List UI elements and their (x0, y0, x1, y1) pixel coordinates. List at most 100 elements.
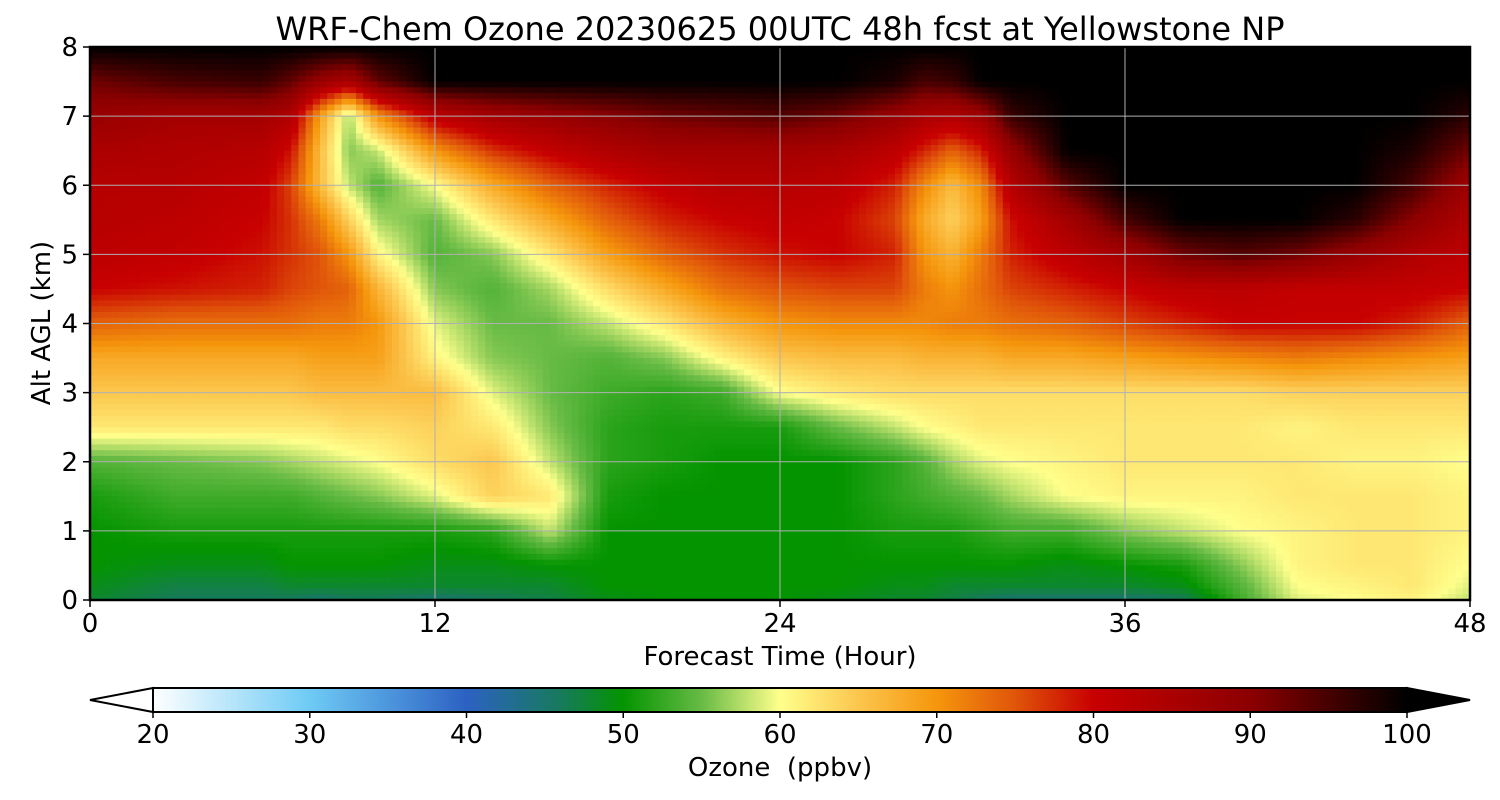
heatmap-cell (1189, 116, 1198, 123)
heatmap-cell (1096, 191, 1105, 198)
heatmap-cell (1434, 162, 1442, 169)
heatmap-cell (657, 179, 666, 186)
heatmap-cell (255, 93, 264, 100)
heatmap-cell (399, 47, 407, 54)
heatmap-cell (1146, 127, 1155, 135)
heatmap-cell (844, 167, 853, 175)
heatmap-cell (780, 139, 788, 146)
heatmap-cell (636, 179, 645, 186)
heatmap-cell (1045, 150, 1054, 158)
heatmap-cell (959, 58, 968, 65)
heatmap-cell (1168, 116, 1176, 123)
heatmap-cell (499, 127, 508, 135)
heatmap-cell (1010, 87, 1018, 94)
heatmap-cell (787, 116, 795, 123)
heatmap-cell (851, 70, 860, 77)
heatmap-cell (1160, 185, 1169, 192)
heatmap-cell (736, 144, 745, 152)
heatmap-cell (269, 64, 278, 71)
heatmap-cell (140, 156, 149, 163)
heatmap-cell (1031, 116, 1040, 123)
heatmap-cell (851, 167, 860, 175)
heatmap-cell (399, 191, 407, 198)
heatmap-cell (176, 52, 185, 60)
heatmap-cell (665, 52, 673, 60)
heatmap-cell (1347, 144, 1356, 152)
heatmap-cell (420, 58, 429, 65)
heatmap-cell (1074, 191, 1083, 198)
heatmap-cell (499, 52, 508, 60)
heatmap-cell (1081, 139, 1090, 146)
heatmap-cell (952, 64, 961, 71)
heatmap-cell (1283, 110, 1291, 117)
heatmap-cell (1283, 98, 1291, 106)
heatmap-cell (686, 52, 695, 60)
heatmap-cell (693, 52, 702, 60)
heatmap-cell (930, 162, 939, 169)
heatmap-cell (528, 87, 537, 94)
heatmap-cell (1441, 156, 1450, 163)
heatmap-cell (902, 133, 910, 140)
heatmap-cell (312, 191, 321, 198)
heatmap-cell (909, 150, 918, 158)
heatmap-cell (571, 64, 580, 71)
heatmap-cell (341, 133, 350, 140)
heatmap-cell (312, 150, 321, 158)
heatmap-cell (456, 191, 465, 198)
heatmap-cell (995, 116, 1004, 123)
heatmap-cell (1031, 179, 1040, 186)
heatmap-cell (528, 185, 537, 192)
heatmap-cell (176, 191, 185, 198)
heatmap-cell (1089, 116, 1097, 123)
heatmap-cell (427, 52, 436, 60)
heatmap-cell (765, 81, 774, 88)
heatmap-cell (621, 116, 630, 123)
heatmap-cell (1398, 144, 1406, 152)
heatmap-cell (104, 185, 113, 192)
heatmap-cell (1074, 98, 1083, 106)
heatmap-cell (1081, 47, 1090, 54)
heatmap-cell (729, 116, 738, 123)
heatmap-cell (722, 191, 731, 198)
heatmap-cell (1419, 191, 1428, 198)
heatmap-cell (751, 98, 760, 106)
heatmap-cell (262, 167, 271, 175)
heatmap-cell (542, 133, 551, 140)
heatmap-cell (1398, 156, 1406, 163)
heatmap-cell (1160, 104, 1169, 111)
heatmap-cell (514, 121, 522, 129)
heatmap-cell (90, 110, 98, 117)
heatmap-cell (722, 58, 731, 65)
heatmap-cell (1089, 93, 1097, 100)
heatmap-cell (1139, 104, 1148, 111)
heatmap-cell (305, 87, 314, 94)
heatmap-cell (866, 87, 875, 94)
heatmap-cell (930, 70, 939, 77)
heatmap-cell (1297, 87, 1306, 94)
heatmap-cell (305, 81, 314, 88)
heatmap-cell (413, 150, 422, 158)
heatmap-cell (348, 98, 357, 106)
heatmap-cell (686, 139, 695, 146)
heatmap-cell (744, 81, 752, 88)
heatmap-cell (1390, 52, 1399, 60)
heatmap-cell (1168, 185, 1176, 192)
heatmap-cell (269, 87, 278, 94)
heatmap-cell (1038, 47, 1047, 54)
heatmap-cell (916, 93, 925, 100)
heatmap-cell (305, 58, 314, 65)
heatmap-cell (1275, 139, 1284, 146)
heatmap-cell (751, 116, 760, 123)
heatmap-cell (219, 139, 228, 146)
heatmap-cell (765, 75, 774, 83)
heatmap-cell (1160, 173, 1169, 181)
heatmap-cell (916, 139, 925, 146)
heatmap-cell (1347, 81, 1356, 88)
heatmap-cell (909, 133, 918, 140)
heatmap-cell (1304, 179, 1313, 186)
heatmap-cell (154, 179, 163, 186)
heatmap-cell (1369, 116, 1378, 123)
heatmap-cell (866, 116, 875, 123)
heatmap-cell (1362, 58, 1370, 65)
heatmap-cell (1002, 167, 1011, 175)
